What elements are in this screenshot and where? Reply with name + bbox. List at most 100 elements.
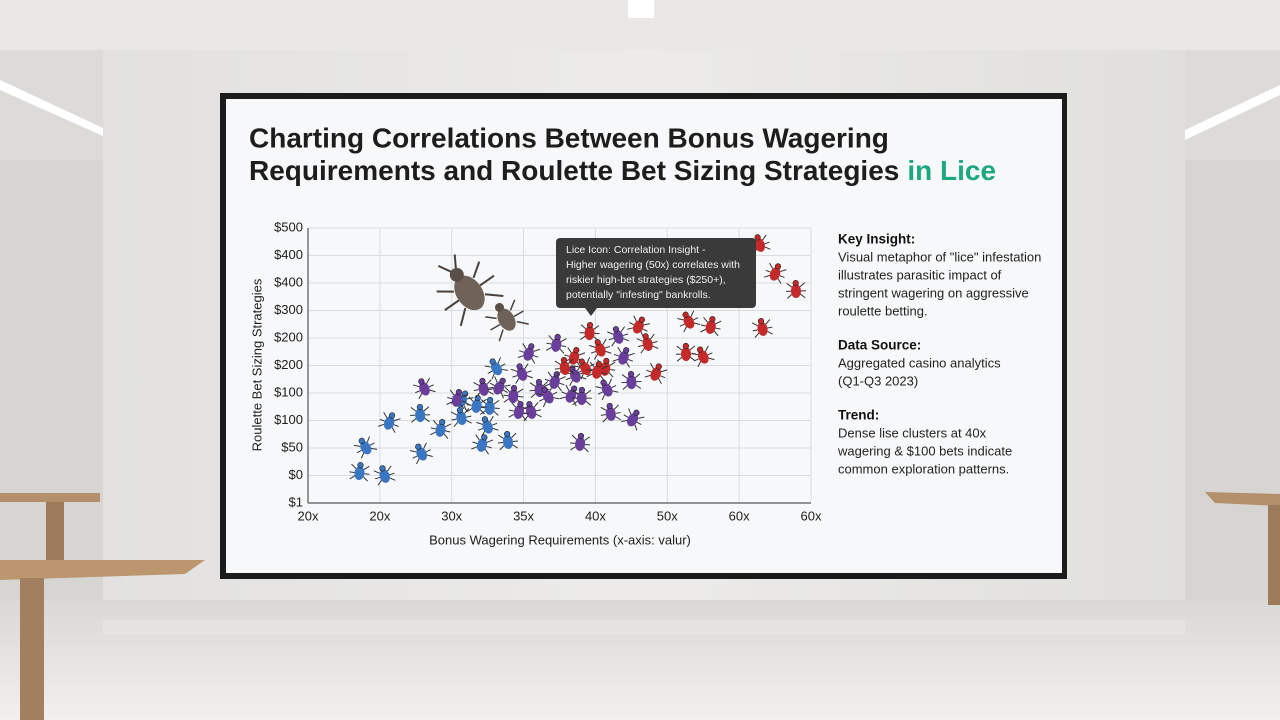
data-point [471, 434, 494, 455]
data-point [627, 315, 651, 338]
bug-body [415, 408, 426, 423]
bug-head [517, 401, 524, 408]
data-point [636, 333, 659, 354]
bug-head [553, 371, 560, 378]
insight-text: stringent wagering on aggressive [838, 285, 1029, 300]
data-point [487, 376, 511, 399]
bug-head [416, 403, 423, 411]
bug-legs [579, 324, 600, 341]
data-point [446, 389, 468, 410]
bug-head [455, 389, 463, 396]
bug-legs [536, 385, 560, 408]
bug-head [578, 386, 585, 394]
plot-area: $500$400$400$300$200$200$100$100$50$0$12… [274, 219, 822, 523]
data-point [484, 357, 508, 380]
bug-body [383, 416, 395, 430]
bug-head [774, 263, 782, 270]
bug-legs [764, 262, 787, 284]
bug-body [497, 308, 516, 331]
bug-body [575, 436, 586, 451]
bug-legs [612, 346, 635, 368]
bug-body [681, 347, 692, 362]
x-tick-label: 60x [801, 508, 822, 523]
bug-body [618, 350, 629, 365]
data-point [410, 403, 431, 423]
bug-legs [487, 376, 511, 399]
y-tick-label: $400 [274, 274, 303, 289]
bug-body [600, 361, 611, 376]
chart-title: Charting Correlations Between Bonus Wage… [249, 122, 889, 153]
bug-head [642, 333, 649, 340]
bug-legs [353, 436, 378, 459]
bug-legs [627, 315, 651, 338]
bug-head [560, 356, 568, 364]
bug-head [623, 347, 630, 354]
bug-head [682, 342, 689, 350]
bug-legs [636, 333, 659, 354]
bug-body [605, 406, 616, 421]
bug-legs [571, 389, 592, 406]
bug-legs [785, 282, 806, 299]
bug-head [792, 279, 799, 287]
data-point [353, 436, 378, 459]
bug-body [354, 466, 365, 481]
bug-legs [497, 432, 518, 451]
data-point [570, 432, 591, 453]
bug-body [592, 364, 603, 379]
bug-head [573, 347, 580, 354]
bug-body [650, 367, 662, 381]
table [0, 493, 100, 502]
y-tick-label: $1 [289, 494, 303, 509]
annotation-text: Lice Icon: Correlation Insight - [566, 244, 706, 256]
bug-legs [677, 310, 701, 333]
bug-head [481, 416, 488, 423]
bug-body [769, 267, 781, 281]
bug-legs [412, 377, 436, 399]
bug-body [508, 389, 519, 404]
data-point [510, 363, 533, 384]
bug-legs [503, 386, 524, 405]
bug-legs [675, 345, 697, 362]
annotation-pointer [585, 308, 597, 316]
y-tick-label: $400 [274, 247, 303, 262]
data-point [573, 357, 597, 380]
data-point [586, 360, 608, 382]
bug-body [484, 400, 495, 415]
data-point [349, 462, 370, 482]
bug-head [379, 465, 386, 472]
data-point [700, 316, 722, 337]
chart-title: Requirements and Roulette Bet Sizing Str… [249, 155, 996, 186]
bug-head [357, 462, 364, 469]
bug-body [493, 381, 505, 395]
x-tick-label: 20x [369, 508, 390, 523]
bug-legs [446, 389, 468, 410]
bug-body [416, 447, 428, 461]
bug-head [481, 434, 488, 441]
data-point [378, 411, 401, 433]
y-tick-label: $100 [274, 412, 303, 427]
chart-title-highlight: in Lice [907, 155, 996, 186]
bug-body [576, 391, 587, 406]
table-leg [46, 502, 64, 560]
bug-head [541, 386, 548, 393]
data-point [691, 345, 715, 368]
chart-title-line: Requirements and Roulette Bet Sizing Str… [249, 155, 899, 186]
bug-head [456, 407, 464, 414]
bug-legs [621, 373, 642, 390]
bug-head [757, 318, 765, 325]
bug-legs [543, 371, 566, 392]
bug-body [584, 326, 595, 341]
bug-body [435, 422, 446, 437]
data-point [621, 408, 645, 431]
data-point [677, 310, 701, 333]
data-point [497, 430, 518, 451]
decorative-bug [436, 254, 504, 327]
bug-body [754, 238, 765, 252]
table [0, 560, 205, 580]
x-tick-label: 40x [585, 508, 606, 523]
data-point [545, 333, 567, 354]
data-point [644, 362, 668, 385]
bug-body [601, 383, 613, 397]
bug-body [632, 320, 644, 334]
bug-legs [691, 345, 715, 368]
